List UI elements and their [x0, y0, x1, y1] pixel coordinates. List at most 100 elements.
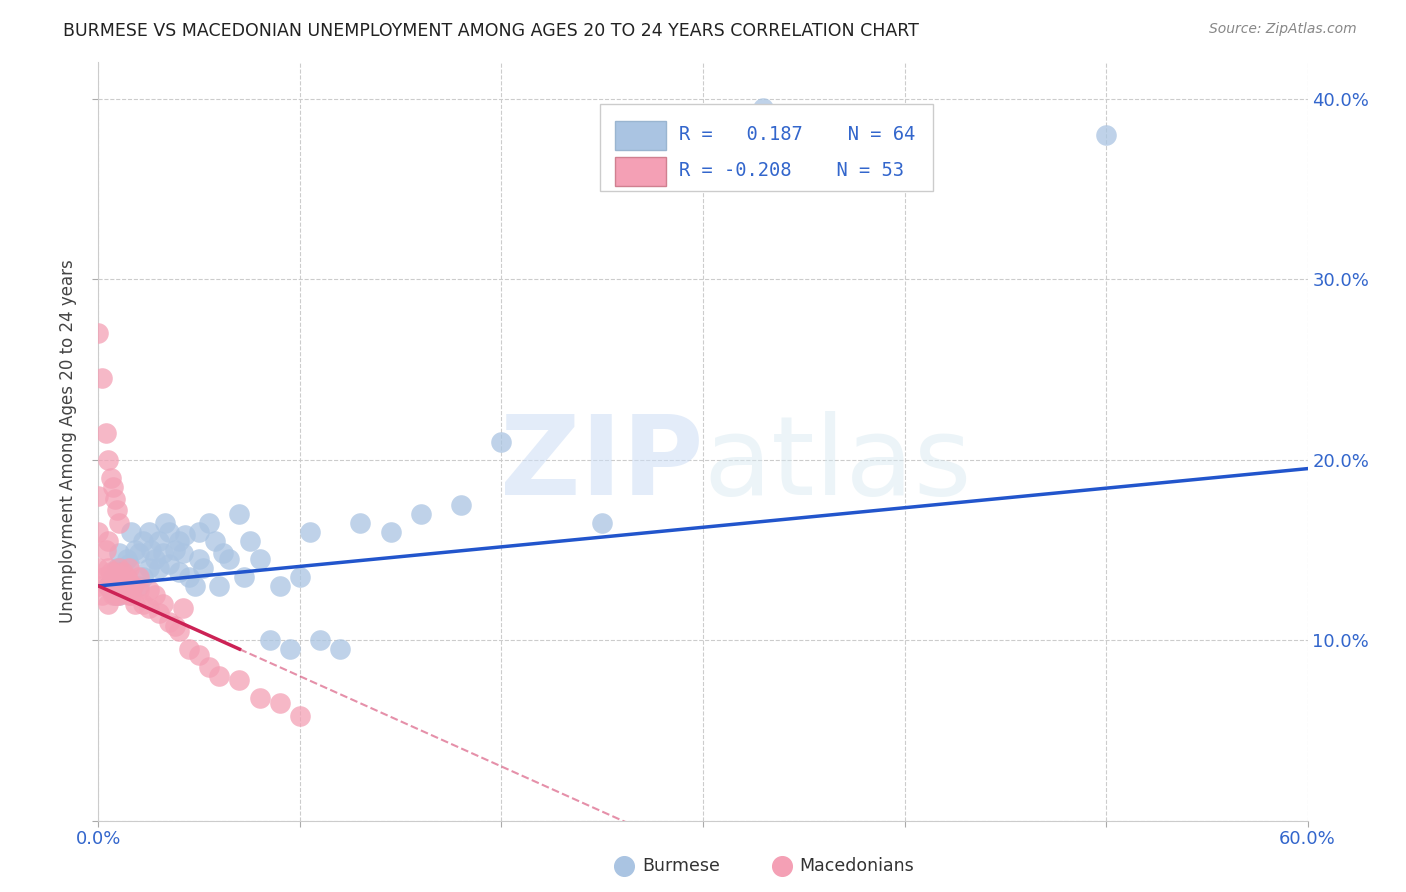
Point	[91, 588, 114, 602]
Point	[114, 575, 136, 590]
Point	[124, 542, 146, 557]
Point	[87, 561, 110, 575]
Point	[97, 452, 120, 467]
Point	[100, 565, 122, 579]
Point	[103, 582, 125, 597]
Point	[121, 579, 143, 593]
Point	[148, 533, 170, 548]
Bar	[614, 120, 665, 150]
Point	[153, 516, 176, 530]
Point	[269, 696, 291, 710]
Point	[118, 558, 141, 572]
Point	[120, 588, 142, 602]
Point	[120, 524, 142, 539]
Point	[124, 597, 146, 611]
Point	[167, 565, 190, 579]
Point	[228, 507, 250, 521]
Text: R = -0.208    N = 53: R = -0.208 N = 53	[679, 161, 904, 180]
Point	[450, 498, 472, 512]
Point	[167, 624, 190, 639]
Text: Source: ZipAtlas.com: Source: ZipAtlas.com	[1209, 22, 1357, 37]
Point	[259, 633, 281, 648]
Point	[752, 101, 775, 115]
Point	[143, 552, 166, 566]
Point	[208, 669, 231, 683]
Point	[139, 542, 162, 557]
Point	[105, 579, 128, 593]
Point	[128, 579, 150, 593]
Point	[128, 546, 150, 560]
Point	[138, 524, 160, 539]
Point	[105, 588, 128, 602]
Point	[172, 600, 194, 615]
Point	[91, 371, 114, 385]
Point	[107, 546, 129, 560]
Point	[163, 618, 186, 632]
Point	[1095, 128, 1118, 142]
Point	[87, 579, 110, 593]
Point	[299, 524, 322, 539]
Point	[491, 434, 513, 449]
Point	[138, 561, 160, 575]
Point	[204, 533, 226, 548]
Point	[148, 606, 170, 620]
Text: Macedonians: Macedonians	[800, 857, 914, 875]
Point	[118, 582, 141, 597]
Point	[96, 425, 118, 440]
Point	[107, 561, 129, 575]
Point	[309, 633, 332, 648]
Text: 0.0%: 0.0%	[76, 830, 121, 847]
Point	[132, 570, 155, 584]
Point	[114, 582, 136, 597]
Point	[101, 570, 124, 584]
Point	[409, 507, 432, 521]
Point	[107, 588, 129, 602]
Bar	[614, 157, 665, 186]
Point	[97, 597, 120, 611]
Point	[111, 565, 134, 579]
Point	[115, 570, 138, 584]
Text: atlas: atlas	[703, 411, 972, 517]
Point	[232, 570, 254, 584]
Point	[138, 600, 160, 615]
Point	[105, 561, 128, 575]
Point	[100, 470, 122, 484]
Point	[101, 570, 124, 584]
Point	[329, 642, 352, 657]
Point	[184, 579, 207, 593]
Point	[115, 552, 138, 566]
Point	[188, 648, 211, 662]
Point	[157, 615, 180, 629]
Point	[163, 542, 186, 557]
Point	[97, 579, 120, 593]
FancyBboxPatch shape	[600, 104, 932, 191]
Point	[107, 561, 129, 575]
Point	[111, 582, 134, 597]
Point	[107, 588, 129, 602]
Point	[198, 660, 221, 674]
Point	[152, 597, 174, 611]
Point	[269, 579, 291, 593]
Point	[96, 542, 118, 557]
Point	[132, 597, 155, 611]
Point	[167, 533, 190, 548]
Point	[103, 565, 125, 579]
Point	[128, 582, 150, 597]
Point	[288, 570, 311, 584]
Point	[288, 709, 311, 723]
Point	[193, 561, 215, 575]
Point	[100, 582, 122, 597]
Point	[174, 528, 197, 542]
Point	[138, 582, 160, 597]
Point	[188, 552, 211, 566]
Point	[87, 326, 110, 341]
Point	[152, 546, 174, 560]
Point	[128, 570, 150, 584]
Point	[111, 565, 134, 579]
Point	[198, 516, 221, 530]
Point	[107, 570, 129, 584]
Point	[278, 642, 301, 657]
Point	[118, 588, 141, 602]
Point	[103, 588, 125, 602]
Point	[97, 561, 120, 575]
